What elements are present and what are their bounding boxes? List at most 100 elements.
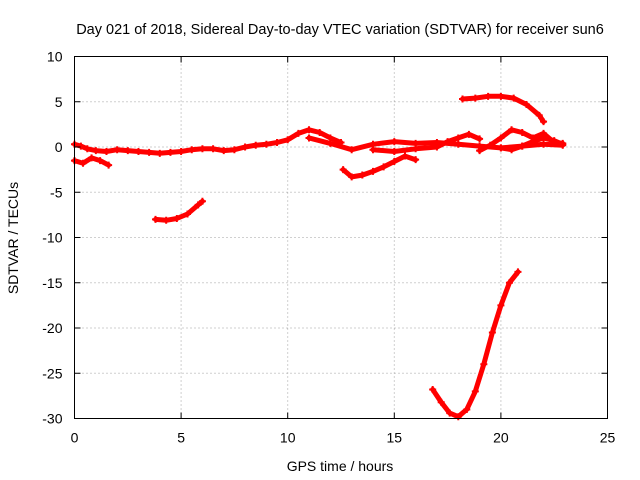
data-point	[508, 146, 516, 154]
data-point	[77, 142, 85, 150]
data-point	[510, 94, 518, 102]
data-point	[88, 154, 96, 162]
data-point	[316, 129, 324, 137]
x-axis-label: GPS time / hours	[287, 458, 394, 474]
grid-lines	[74, 56, 608, 419]
y-tick-label: 5	[55, 94, 63, 110]
data-point	[252, 141, 260, 149]
data-point	[198, 197, 206, 205]
x-tick-label: 0	[71, 430, 79, 446]
data-point	[198, 145, 206, 153]
data-point	[463, 405, 471, 413]
y-tick-label: 10	[47, 49, 63, 65]
data-point	[497, 144, 505, 152]
axis-ticks	[74, 56, 608, 419]
data-point	[326, 139, 334, 147]
data-point	[433, 143, 441, 151]
data-point	[102, 148, 110, 156]
data-point	[166, 148, 174, 156]
data-point	[412, 156, 420, 164]
data-point	[348, 173, 356, 181]
data-point	[459, 95, 467, 103]
data-point	[79, 159, 87, 167]
data-point	[488, 329, 496, 337]
data-point	[390, 148, 398, 156]
data-point	[540, 140, 548, 148]
y-axis-label: SDTVAR / TECUs	[5, 182, 21, 294]
data-point	[124, 147, 132, 155]
data-point	[535, 111, 543, 119]
plot-frame	[74, 56, 608, 419]
data-point	[522, 100, 530, 108]
data-point	[514, 268, 522, 276]
data-point	[444, 138, 452, 146]
data-point	[358, 171, 366, 179]
data-point	[145, 148, 153, 156]
x-tick-label: 10	[280, 430, 296, 446]
y-tick-label: -20	[42, 320, 62, 336]
chart-title: Day 021 of 2018, Sidereal Day-to-day VTE…	[76, 22, 604, 38]
y-tick-label: -30	[42, 411, 62, 427]
data-point	[454, 134, 462, 142]
data-point	[294, 129, 302, 137]
data-point	[134, 148, 142, 156]
series-sat-g	[430, 269, 521, 420]
data-point	[484, 92, 492, 100]
data-point	[497, 134, 505, 142]
data-point	[241, 143, 249, 151]
data-point	[497, 301, 505, 309]
data-point	[156, 149, 164, 157]
data-point	[486, 141, 494, 149]
x-tick-label: 25	[600, 430, 616, 446]
data-point	[105, 161, 113, 169]
data-point	[412, 145, 420, 153]
data-point	[305, 134, 313, 142]
data-point	[480, 360, 488, 368]
data-point	[390, 138, 398, 146]
data-point	[83, 145, 91, 153]
data-point	[390, 157, 398, 165]
data-point	[540, 118, 548, 126]
data-point	[471, 387, 479, 395]
data-point	[262, 140, 270, 148]
data-point	[152, 215, 160, 223]
data-point	[429, 386, 437, 394]
data-point	[508, 126, 516, 134]
y-tick-label: -25	[42, 365, 62, 381]
data-point	[380, 163, 388, 171]
x-tick-label: 5	[177, 430, 185, 446]
data-point	[230, 146, 238, 154]
data-point	[454, 140, 462, 148]
data-point	[497, 92, 505, 100]
data-point	[529, 138, 537, 146]
data-point	[369, 146, 377, 154]
data-point	[471, 94, 479, 102]
data-point	[454, 413, 462, 421]
data-point	[273, 138, 281, 146]
plot-area	[71, 92, 567, 421]
data-point	[284, 136, 292, 144]
data-point	[559, 140, 567, 148]
y-tick-label: -10	[42, 230, 62, 246]
data-point	[437, 398, 445, 406]
data-point	[92, 147, 100, 155]
data-point	[188, 146, 196, 154]
x-tick-label: 15	[387, 430, 403, 446]
data-point	[339, 166, 347, 174]
y-tick-label: -15	[42, 275, 62, 291]
data-point	[505, 279, 513, 287]
data-point	[348, 146, 356, 154]
data-point	[173, 214, 181, 222]
data-point	[209, 145, 217, 153]
data-point	[113, 146, 121, 154]
data-point	[550, 137, 558, 145]
data-point	[183, 210, 191, 218]
data-point	[465, 130, 473, 138]
data-point	[518, 129, 526, 137]
data-point	[194, 201, 202, 209]
data-point	[220, 147, 228, 155]
data-point	[305, 126, 313, 134]
x-tick-label: 20	[493, 430, 509, 446]
data-point	[162, 216, 170, 224]
